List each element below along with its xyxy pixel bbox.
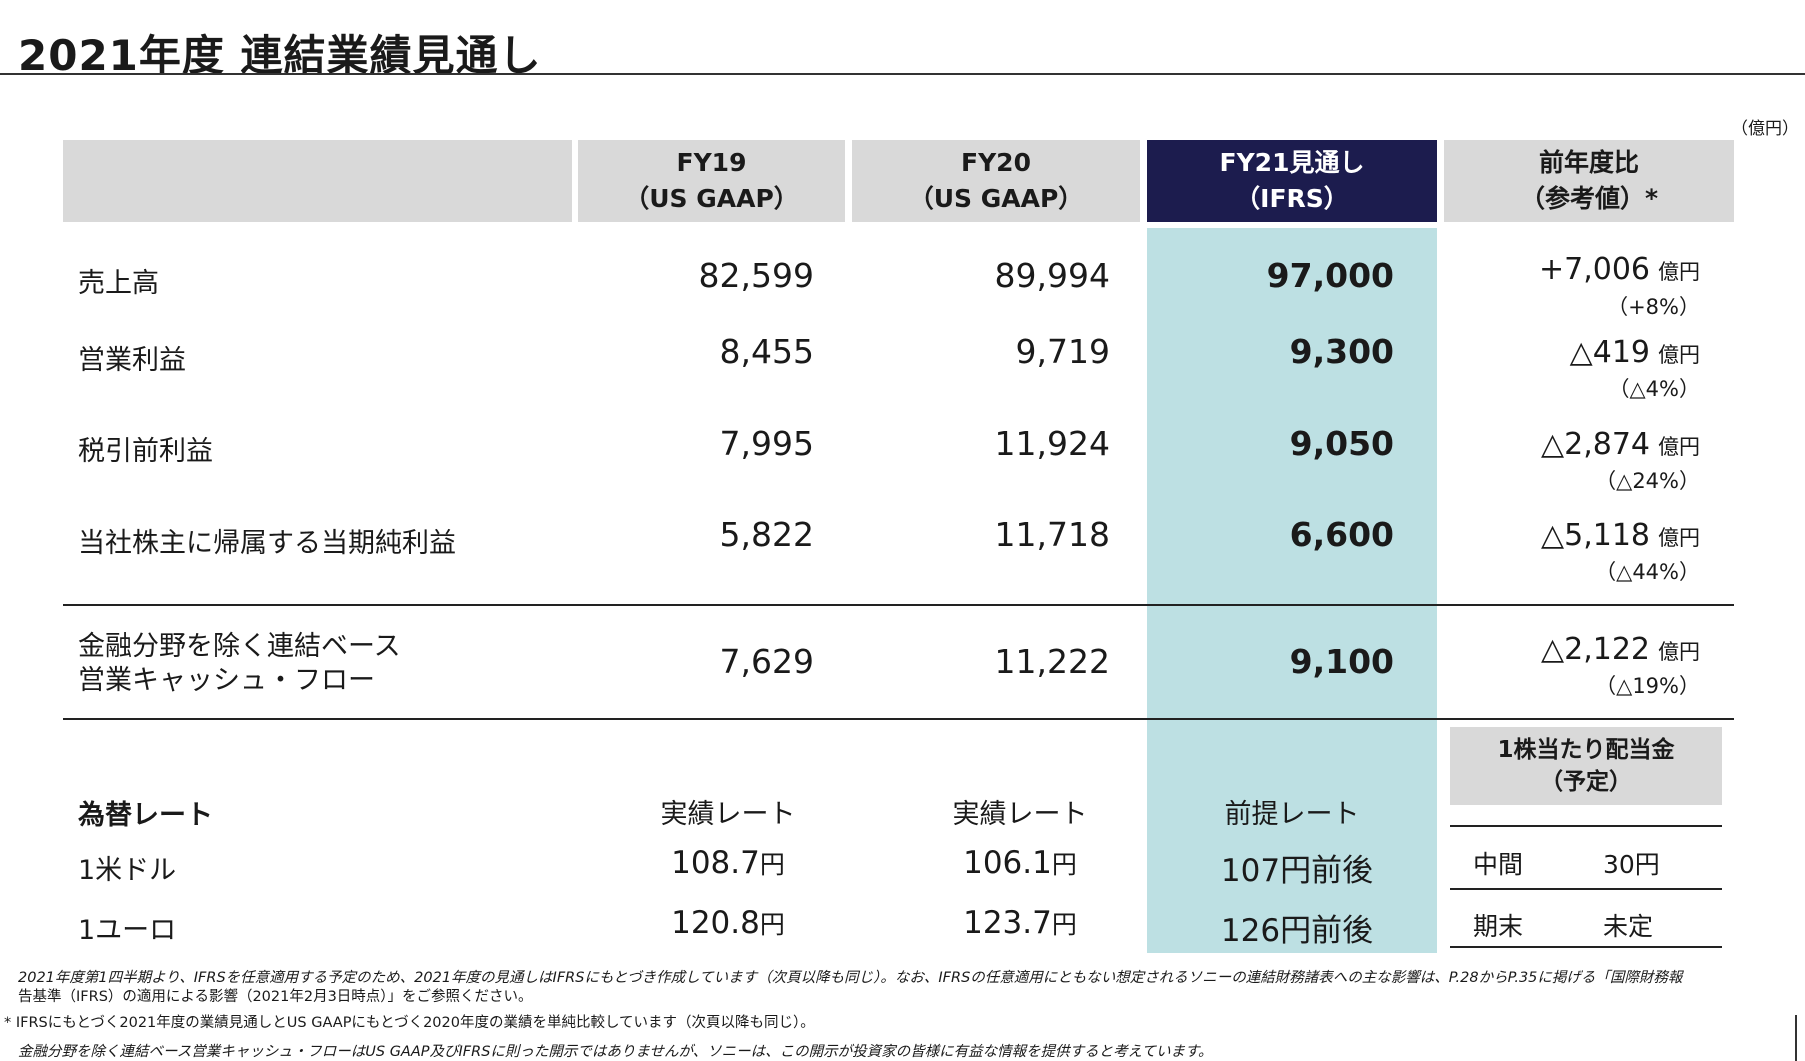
operating-income-pct: （△4%） <box>1608 377 1700 401</box>
net-income-delta-unit: 億円 <box>1658 526 1700 550</box>
net-income-fy21: 6,600 <box>1289 515 1394 554</box>
operating-income-delta-unit: 億円 <box>1658 343 1700 367</box>
page-corner-mark <box>1795 1015 1797 1061</box>
net-income-delta: △5,118 億円 <box>1440 518 1700 553</box>
pretax-income-fy21: 9,050 <box>1289 424 1394 463</box>
fx-col-fy20: 実績レート <box>952 799 1088 830</box>
operating-income-delta: △419 億円 <box>1440 335 1700 370</box>
cashflow-fy21: 9,100 <box>1289 642 1394 681</box>
unit-label: （億円） <box>1731 119 1799 139</box>
footnote-ifrs-line1: 2021年度第1四半期より、IFRSを任意適用する予定のため、2021年度の見通… <box>18 970 1683 986</box>
dividend-rule-mid <box>1450 888 1722 890</box>
fx-usd-fy21: 107円前後 <box>1220 853 1374 889</box>
header-fy20-line2: （US GAAP） <box>908 184 1084 213</box>
fx-row-eur-label: 1ユーロ <box>78 915 177 946</box>
fx-eur-fy21: 126円前後 <box>1220 913 1374 949</box>
fx-col-fy19: 実績レート <box>660 799 796 830</box>
table-divider <box>63 604 1734 606</box>
header-blank-cell <box>63 140 572 222</box>
fx-usd-fy20: 106.1円 <box>870 845 1170 881</box>
cashflow-delta: △2,122 億円 <box>1440 632 1700 667</box>
dividend-interim-value: 30円 <box>1603 850 1660 879</box>
dividend-yearend-value: 未定 <box>1603 912 1654 941</box>
sales-pct: （+8%） <box>1607 295 1700 319</box>
fx-eur-fy20: 123.7円 <box>870 905 1170 941</box>
header-yoy-line1: 前年度比 <box>1538 148 1639 177</box>
dividend-yearend-label: 期末 <box>1473 912 1524 941</box>
dividend-header: 1株当たり配当金 （予定） <box>1450 727 1722 805</box>
fx-usd-fy20-value: 106.1 <box>963 845 1052 881</box>
pretax-income-fy19: 7,995 <box>719 424 814 463</box>
header-fy21-line2: （IFRS） <box>1235 184 1349 213</box>
cashflow-delta-unit: 億円 <box>1658 640 1700 664</box>
fx-eur-fy20-suffix: 円 <box>1051 910 1077 939</box>
row-label-operating-income: 営業利益 <box>78 345 186 376</box>
operating-income-delta-value: △419 <box>1569 335 1650 370</box>
title-divider <box>0 73 1805 75</box>
fx-usd-fy19: 108.7円 <box>578 845 878 881</box>
operating-income-fy20: 9,719 <box>1015 332 1110 371</box>
cashflow-pct: （△19%） <box>1595 674 1700 698</box>
row-label-sales: 売上高 <box>78 268 159 299</box>
sales-delta-unit: 億円 <box>1658 260 1700 284</box>
footnote-ifrs-line2: 告基準（IFRS）の適用による影響（2021年2月3日時点）」をご参照ください。 <box>18 989 533 1005</box>
header-fy19-line2: （US GAAP） <box>624 184 799 213</box>
fx-label: 為替レート <box>78 800 213 831</box>
sales-fy20: 89,994 <box>994 256 1110 295</box>
dividend-rule-bottom <box>1450 946 1722 948</box>
fx-usd-fy19-suffix: 円 <box>759 850 785 879</box>
operating-income-fy21: 9,300 <box>1289 332 1394 371</box>
operating-income-fy19: 8,455 <box>719 332 814 371</box>
row-label-pretax-income: 税引前利益 <box>78 436 213 467</box>
page-title: 2021年度 連結業績見通し <box>18 31 542 80</box>
fx-eur-fy19-suffix: 円 <box>759 910 785 939</box>
header-fy21-line1: FY21見通し <box>1219 148 1365 177</box>
row-label-cashflow: 金融分野を除く連結ベース 営業キャッシュ・フロー <box>78 630 401 698</box>
header-fy19: FY19 （US GAAP） <box>578 140 845 222</box>
fy21-highlight-column <box>1147 228 1437 953</box>
fx-eur-fy20-value: 123.7 <box>963 905 1052 941</box>
pretax-income-fy20: 11,924 <box>994 424 1110 463</box>
footnote-comparison: * IFRSにもとづく2021年度の業績見通しとUS GAAPにもとづく2020… <box>4 1015 815 1031</box>
dividend-rule-top <box>1450 825 1722 827</box>
footnote-cashflow: 金融分野を除く連結ベース営業キャッシュ・フローはUS GAAP及びIFRSに則っ… <box>18 1044 1213 1060</box>
pretax-income-delta: △2,874 億円 <box>1440 427 1700 462</box>
fx-row-usd-label: 1米ドル <box>78 855 177 886</box>
cashflow-label-line2: 営業キャッシュ・フロー <box>78 665 375 696</box>
net-income-pct: （△44%） <box>1595 560 1700 584</box>
cashflow-delta-value: △2,122 <box>1541 632 1650 667</box>
cashflow-label-line1: 金融分野を除く連結ベース <box>78 631 401 662</box>
dividend-title-line2: （予定） <box>1540 769 1632 795</box>
sales-delta-value: +7,006 <box>1538 252 1650 287</box>
header-fy21: FY21見通し （IFRS） <box>1147 140 1437 222</box>
header-yoy: 前年度比 （参考値）* <box>1444 140 1734 222</box>
pretax-income-delta-value: △2,874 <box>1541 427 1650 462</box>
sales-fy19: 82,599 <box>698 256 814 295</box>
fx-eur-fy19-value: 120.8 <box>671 905 760 941</box>
net-income-fy19: 5,822 <box>719 515 814 554</box>
fx-usd-fy19-value: 108.7 <box>671 845 760 881</box>
net-income-delta-value: △5,118 <box>1541 518 1650 553</box>
sales-delta: +7,006 億円 <box>1440 252 1700 287</box>
header-fy20: FY20 （US GAAP） <box>852 140 1140 222</box>
cashflow-fy20: 11,222 <box>994 642 1110 681</box>
header-fy20-line1: FY20 <box>961 148 1031 177</box>
fx-usd-fy20-suffix: 円 <box>1051 850 1077 879</box>
pretax-income-delta-unit: 億円 <box>1658 435 1700 459</box>
pretax-income-pct: （△24%） <box>1595 469 1700 493</box>
fx-eur-fy19: 120.8円 <box>578 905 878 941</box>
header-yoy-line2: （参考値）* <box>1519 184 1659 213</box>
table-bottom-rule <box>63 718 1734 720</box>
dividend-interim-label: 中間 <box>1473 850 1524 879</box>
dividend-title-line1: 1株当たり配当金 <box>1497 737 1675 763</box>
sales-fy21: 97,000 <box>1266 256 1394 295</box>
net-income-fy20: 11,718 <box>994 515 1110 554</box>
row-label-net-income: 当社株主に帰属する当期純利益 <box>78 528 456 559</box>
fx-col-fy21: 前提レート <box>1224 799 1360 830</box>
header-fy19-line1: FY19 <box>676 148 747 177</box>
cashflow-fy19: 7,629 <box>719 642 814 681</box>
